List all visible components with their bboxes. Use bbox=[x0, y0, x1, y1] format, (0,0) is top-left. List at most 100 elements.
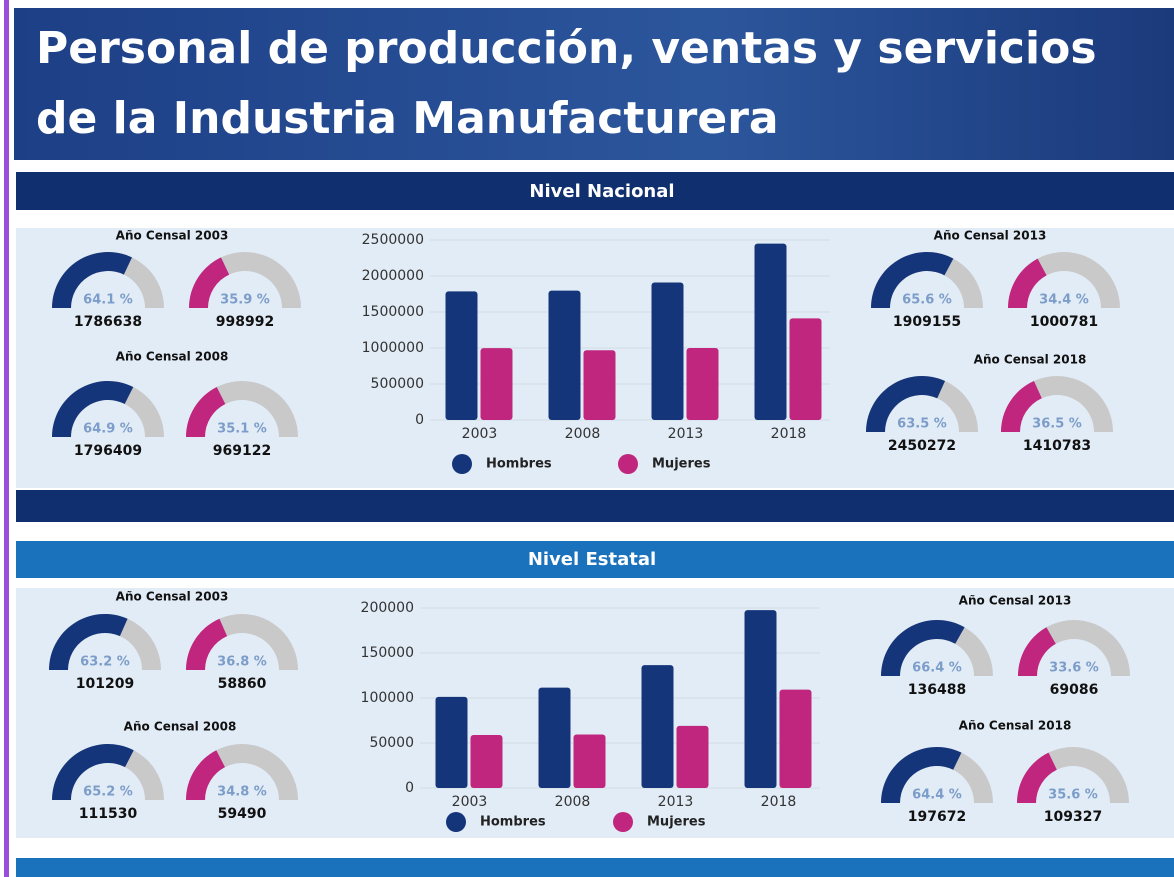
gauge-percent: 63.5 % bbox=[897, 417, 947, 432]
y-tick-label: 150000 bbox=[361, 645, 414, 661]
side-line bbox=[4, 0, 9, 877]
gauge-count: 58860 bbox=[218, 676, 267, 692]
x-tick-label: 2003 bbox=[452, 794, 488, 810]
y-tick-label: 50000 bbox=[369, 735, 414, 751]
gauge-count: 109327 bbox=[1044, 809, 1102, 825]
gauge-percent: 36.5 % bbox=[1032, 417, 1082, 432]
section-panel bbox=[16, 588, 1174, 838]
gauge-title: Año Censal 2003 bbox=[116, 229, 229, 243]
gauge-percent: 63.2 % bbox=[80, 655, 130, 670]
x-tick-label: 2018 bbox=[761, 794, 797, 810]
bar bbox=[641, 665, 674, 788]
gauge-percent: 65.2 % bbox=[83, 785, 133, 800]
divider-bar bbox=[16, 490, 1174, 522]
y-tick-label: 1500000 bbox=[362, 304, 424, 320]
gauge-title: Año Censal 2018 bbox=[959, 719, 1072, 733]
gauge-percent: 64.4 % bbox=[912, 788, 962, 803]
gauge-percent: 33.6 % bbox=[1049, 661, 1099, 676]
gauge-percent: 66.4 % bbox=[912, 661, 962, 676]
legend-label: Hombres bbox=[480, 815, 546, 830]
page-title: Personal de producción, ventas y servici… bbox=[36, 23, 1097, 144]
y-tick-label: 2500000 bbox=[362, 232, 424, 248]
legend-swatch bbox=[446, 812, 466, 832]
y-tick-label: 100000 bbox=[361, 690, 414, 706]
legend-label: Mujeres bbox=[652, 457, 711, 472]
gauge-count: 1410783 bbox=[1023, 438, 1091, 454]
legend-label: Hombres bbox=[486, 457, 552, 472]
gauge-count: 2450272 bbox=[888, 438, 956, 454]
gauge-title: Año Censal 2003 bbox=[116, 590, 229, 604]
section-title: Nivel Estatal bbox=[528, 549, 656, 570]
gauge-percent: 36.8 % bbox=[217, 655, 267, 670]
gauge-percent: 35.9 % bbox=[220, 293, 270, 308]
section-title: Nivel Nacional bbox=[529, 181, 674, 202]
gauge-count: 1786638 bbox=[74, 314, 142, 330]
gauge-count: 1796409 bbox=[74, 443, 142, 459]
gauge-arc bbox=[52, 381, 134, 437]
gauge-count: 197672 bbox=[908, 809, 966, 825]
x-tick-label: 2008 bbox=[555, 794, 591, 810]
gauge-title: Año Censal 2013 bbox=[934, 229, 1047, 243]
gauge-arc bbox=[866, 376, 946, 432]
legend-swatch bbox=[618, 454, 638, 474]
gauge-count: 101209 bbox=[76, 676, 134, 692]
gauge-title: Año Censal 2008 bbox=[116, 350, 229, 364]
gauge-count: 136488 bbox=[908, 682, 966, 698]
gauge-arc bbox=[871, 251, 954, 308]
bar bbox=[686, 347, 719, 420]
header-band bbox=[14, 8, 1174, 160]
y-tick-label: 0 bbox=[415, 412, 424, 428]
gauge-percent: 35.6 % bbox=[1048, 788, 1098, 803]
gauge-arc bbox=[186, 618, 228, 670]
bar bbox=[754, 243, 787, 420]
gauge-title: Año Censal 2008 bbox=[124, 720, 237, 734]
bar bbox=[538, 687, 571, 788]
bar bbox=[583, 350, 616, 420]
gauge-arc bbox=[1001, 380, 1042, 432]
y-tick-label: 0 bbox=[405, 780, 414, 796]
section-bar bbox=[16, 541, 1174, 578]
gauge-arc bbox=[1018, 627, 1056, 676]
gauge-arc bbox=[186, 387, 226, 437]
bar bbox=[445, 291, 478, 420]
gauge-count: 69086 bbox=[1050, 682, 1099, 698]
x-tick-label: 2008 bbox=[565, 426, 601, 442]
x-tick-label: 2013 bbox=[658, 794, 694, 810]
bar bbox=[470, 735, 503, 788]
gauge-count: 998992 bbox=[216, 314, 274, 330]
gauge-percent: 64.1 % bbox=[83, 293, 133, 308]
gauge-percent: 34.4 % bbox=[1039, 293, 1089, 308]
bar bbox=[435, 696, 468, 788]
legend-swatch bbox=[613, 812, 633, 832]
bar bbox=[480, 348, 513, 420]
legend-swatch bbox=[452, 454, 472, 474]
gauge-count: 1000781 bbox=[1030, 314, 1098, 330]
gauge-count: 1909155 bbox=[893, 314, 961, 330]
gauge-arc bbox=[189, 257, 230, 308]
gauge-percent: 65.6 % bbox=[902, 293, 952, 308]
bar bbox=[789, 318, 822, 420]
gauge-arc bbox=[881, 619, 965, 676]
bar bbox=[779, 689, 812, 788]
gauge-arc bbox=[52, 744, 134, 800]
x-tick-label: 2003 bbox=[462, 426, 498, 442]
gauge-arc bbox=[1017, 752, 1057, 803]
gauge-arc bbox=[52, 251, 133, 308]
bar bbox=[548, 290, 581, 420]
gauge-title: Año Censal 2018 bbox=[974, 353, 1087, 367]
y-tick-label: 500000 bbox=[371, 376, 424, 392]
gauge-percent: 34.8 % bbox=[217, 785, 267, 800]
y-tick-label: 2000000 bbox=[362, 268, 424, 284]
gauge-arc bbox=[49, 614, 128, 670]
bar bbox=[651, 282, 684, 420]
x-tick-label: 2013 bbox=[668, 426, 704, 442]
bar bbox=[573, 734, 606, 788]
gauge-count: 59490 bbox=[218, 806, 267, 822]
bar bbox=[676, 725, 709, 788]
bar bbox=[744, 610, 777, 788]
gauge-percent: 64.9 % bbox=[83, 422, 133, 437]
y-tick-label: 200000 bbox=[361, 600, 414, 616]
x-tick-label: 2018 bbox=[771, 426, 807, 442]
